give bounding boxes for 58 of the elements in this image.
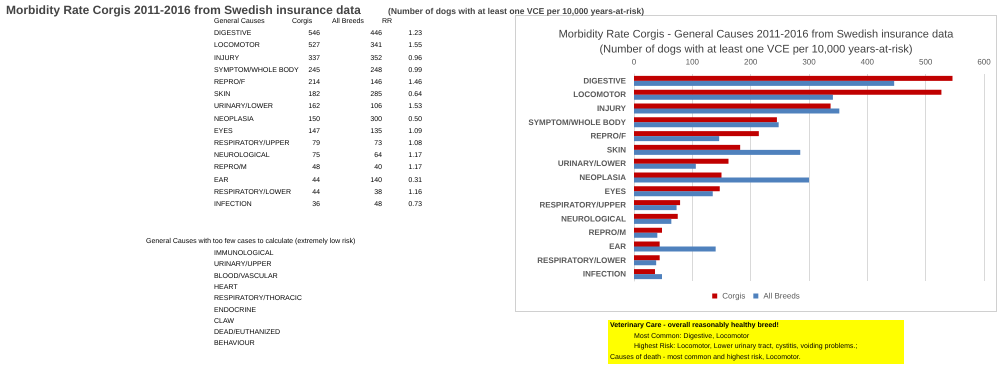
bar (634, 214, 678, 219)
y-tick-label: NEOPLASIA (579, 173, 626, 182)
y-tick-label: EAR (609, 242, 626, 251)
bar (634, 150, 800, 155)
bar (634, 246, 716, 252)
bar (634, 269, 655, 274)
x-tick-label: 300 (802, 58, 816, 66)
bar (634, 90, 942, 95)
chart-title: Morbidity Rate Corgis - General Causes 2011-2016 from Swedish insurance data (558, 28, 954, 40)
legend-label: Corgis (722, 292, 746, 300)
bar (634, 178, 809, 182)
bar (634, 172, 722, 178)
y-tick-label: LOCOMOTOR (573, 90, 626, 100)
bar (634, 108, 840, 114)
bar (634, 158, 728, 164)
y-tick-label: INFECTION (582, 270, 626, 279)
text: (Number of dogs with at least one VCE per 10,000 years-at-risk) (388, 5, 644, 18)
x-tick-label: 600 (977, 58, 992, 66)
x-tick-label: 200 (744, 58, 758, 66)
y-tick-label: NEUROLOGICAL (561, 214, 626, 224)
bar (634, 242, 660, 246)
bar (634, 104, 831, 108)
bar (634, 94, 833, 100)
bar (634, 200, 680, 206)
x-tick-label: 500 (918, 58, 933, 66)
x-tick-label: 100 (686, 58, 700, 66)
bar (634, 274, 662, 280)
bar (634, 218, 672, 224)
bar (634, 228, 662, 233)
y-tick-label: REPRO/M (588, 228, 626, 238)
x-tick-label: 0 (632, 58, 637, 66)
bar (634, 80, 894, 86)
y-tick-label: SKIN (606, 145, 626, 154)
bar (634, 232, 658, 238)
bar (634, 76, 952, 81)
bar (634, 255, 660, 260)
y-tick-label: SYMPTOM/WHOLE BODY (528, 118, 627, 127)
legend-label: All Breeds (763, 292, 800, 300)
text: Morbidity Rate Corgis 2011-2016 from Swedish insurance data (6, 2, 361, 18)
bar (634, 260, 656, 266)
bar (634, 117, 777, 122)
y-tick-label: REPRO/F (590, 132, 626, 141)
y-tick-label: DIGESTIVE (583, 76, 627, 86)
y-tick-label: URINARY/LOWER (558, 159, 626, 168)
y-tick-label: RESPIRATORY/LOWER (537, 256, 626, 265)
bar (634, 205, 677, 210)
bar (634, 191, 713, 196)
bar (634, 164, 696, 169)
chart-subtitle: (Number of dogs with at least one VCE per 10,000 years-at-risk) (599, 44, 913, 56)
bar (634, 186, 720, 192)
y-tick-label: INJURY (596, 104, 627, 113)
bar (634, 131, 759, 136)
bar (634, 122, 779, 128)
bar (634, 144, 740, 150)
y-tick-label: EYES (604, 186, 627, 196)
y-tick-label: RESPIRATORY/UPPER (539, 200, 626, 210)
bar (634, 136, 720, 142)
x-tick-label: 400 (860, 58, 875, 66)
